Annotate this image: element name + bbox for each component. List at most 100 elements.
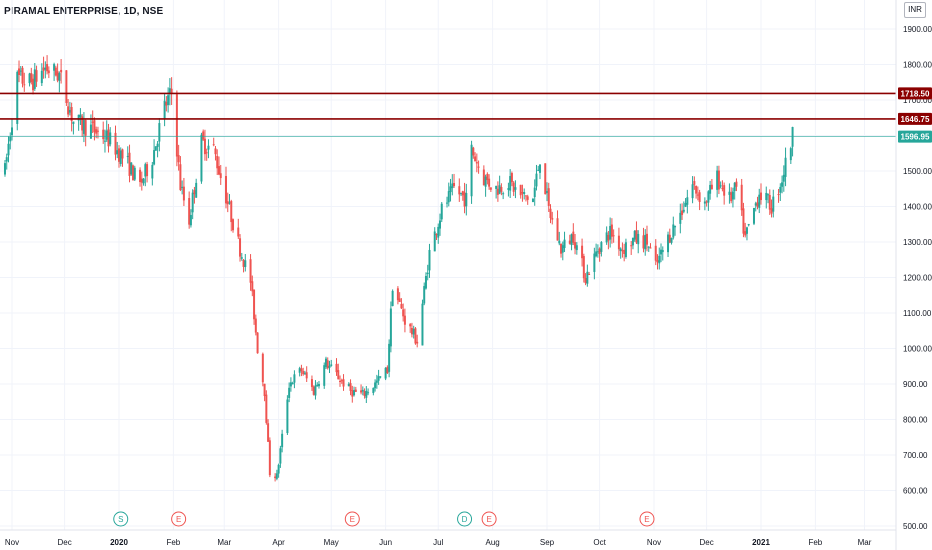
candle-body <box>93 120 96 133</box>
candle-body <box>770 208 773 214</box>
candle-body <box>339 381 342 383</box>
currency-button[interactable]: INR <box>904 2 926 18</box>
event-marker-letter: E <box>486 515 491 524</box>
candle-body <box>512 182 515 192</box>
price-levels <box>0 92 896 137</box>
candle-body <box>610 224 613 237</box>
event-marker[interactable]: E <box>344 511 360 527</box>
candle-body <box>207 145 210 150</box>
time-tick-label: Dec <box>700 538 714 547</box>
candle-body <box>253 289 256 320</box>
candle-body <box>205 152 208 154</box>
price-tick-label: 1900.00 <box>903 25 932 34</box>
candle-body <box>716 170 719 190</box>
candle-body <box>349 383 352 391</box>
time-tick-label: Apr <box>272 538 285 547</box>
candle-body <box>398 298 401 302</box>
candle-body <box>595 251 598 257</box>
candle-body <box>575 245 578 251</box>
price-tick-label: 500.00 <box>903 522 928 531</box>
candle-body <box>228 202 231 204</box>
candle-body <box>118 148 120 162</box>
candle-body <box>433 231 436 252</box>
candle-body <box>679 212 682 224</box>
price-level-labels: 1718.50 1646.75 1596.95 <box>898 87 932 143</box>
candle-body <box>684 202 687 207</box>
event-marker[interactable]: E <box>171 511 187 527</box>
candle-body <box>703 201 706 204</box>
candle-body <box>289 382 292 387</box>
event-marker-letter: S <box>118 515 123 524</box>
candle-body <box>535 173 538 187</box>
candle-body <box>740 184 743 211</box>
candle-body <box>728 191 731 195</box>
candle-body <box>521 192 524 194</box>
candle-body <box>89 124 92 139</box>
candle-body <box>372 387 375 393</box>
candle-body <box>403 315 406 325</box>
candle-body <box>251 281 254 292</box>
candle-body <box>277 464 280 474</box>
price-tick-label: 1000.00 <box>903 345 932 354</box>
candle-body <box>624 242 627 258</box>
candle-body <box>693 181 696 185</box>
candle-body <box>654 245 657 261</box>
candle-body <box>486 173 489 181</box>
candle-body <box>32 78 35 91</box>
candle-body <box>396 288 399 301</box>
candle-body <box>507 188 510 190</box>
candle-body <box>772 196 775 212</box>
candle-body <box>281 433 284 448</box>
price-level-tag <box>898 130 932 143</box>
candle-body <box>133 167 136 180</box>
candle-body <box>328 365 331 368</box>
candle-body <box>293 374 296 383</box>
price-tick-label: 1700.00 <box>903 96 932 105</box>
price-tick-label: 1400.00 <box>903 203 932 212</box>
candle-body <box>240 257 243 259</box>
candle-body <box>353 390 356 396</box>
candle-body <box>695 185 698 194</box>
candle-body <box>637 233 640 245</box>
candle-body <box>410 327 413 335</box>
event-marker[interactable]: S <box>113 511 129 527</box>
candle-body <box>140 178 143 183</box>
candle-body <box>731 191 734 200</box>
candle-body <box>777 194 780 196</box>
event-marker-letter: E <box>350 515 355 524</box>
candle-body <box>482 169 485 186</box>
candle-body <box>256 332 259 354</box>
candle-body <box>7 143 10 156</box>
candle-body <box>560 243 563 254</box>
candle-body <box>660 249 663 255</box>
time-tick-label: Aug <box>486 538 500 547</box>
candle-body <box>779 186 782 193</box>
event-marker[interactable]: D <box>457 511 473 527</box>
candle-body <box>710 184 713 190</box>
candle-body <box>230 201 233 223</box>
candle-body <box>130 162 133 175</box>
candle-body <box>367 392 370 394</box>
event-marker-circle <box>113 511 129 527</box>
event-marker[interactable]: E <box>481 511 497 527</box>
event-marker[interactable]: E <box>639 511 655 527</box>
candle-body <box>656 260 659 263</box>
candle-body <box>68 109 71 113</box>
candle-body <box>189 214 192 226</box>
candle-body <box>489 187 492 190</box>
candle-body <box>314 385 317 396</box>
candle-body <box>609 226 612 240</box>
candle-body <box>588 273 591 275</box>
candle-body <box>300 368 303 372</box>
candle-body <box>658 255 661 264</box>
candle-body <box>23 84 26 86</box>
candles <box>3 55 794 482</box>
candle-body <box>744 231 747 236</box>
candle-body <box>607 234 610 241</box>
event-marker-circle <box>171 511 187 527</box>
candle-body <box>691 184 694 199</box>
candle-body <box>477 166 480 168</box>
candle-body <box>154 146 157 151</box>
candle-body <box>570 234 573 246</box>
